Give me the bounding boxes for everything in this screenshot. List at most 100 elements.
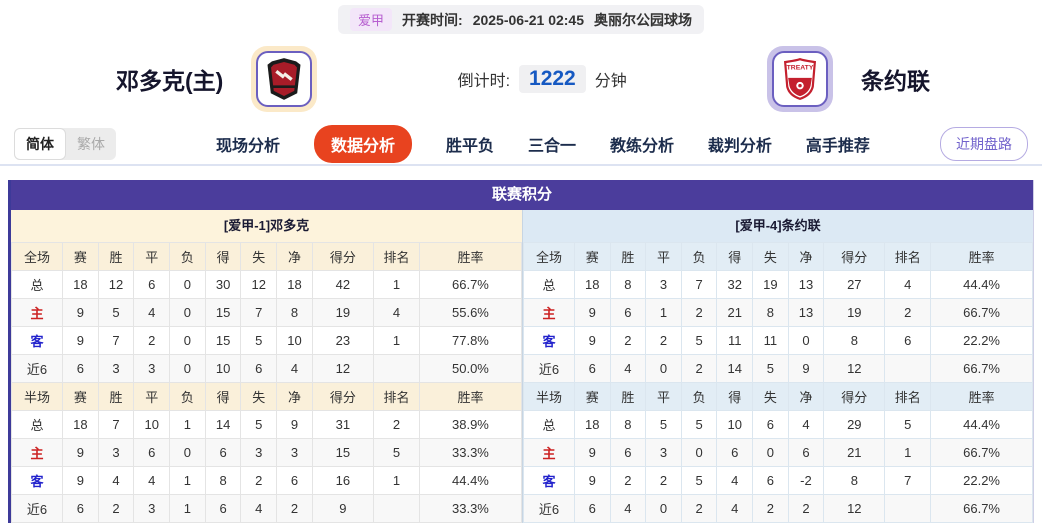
stat-cell: 3	[133, 494, 171, 523]
stat-cell: 2	[680, 494, 718, 523]
stat-cell: 18	[573, 410, 611, 439]
column-header: 得分	[823, 242, 886, 271]
lang-simplified-button[interactable]: 简体	[14, 128, 66, 160]
column-header: 得	[204, 382, 242, 411]
stat-cell: 12	[823, 354, 886, 383]
dundalk-crest-icon	[267, 58, 301, 100]
table-row: 客 9 7 2 0 15 5 10 23 1 77.8%	[11, 326, 523, 355]
stat-cell: 0	[169, 354, 206, 383]
column-header: 排名	[884, 382, 932, 411]
tab-expert-picks[interactable]: 高手推荐	[805, 138, 870, 155]
stat-cell: 29	[823, 410, 886, 439]
table-row: 总 18 8 3 7 32 19 13 27 4 44.4%	[523, 270, 1033, 299]
stat-cell: 4	[133, 298, 171, 327]
stat-cell: 9	[62, 326, 99, 355]
league-tag[interactable]: 爱甲	[350, 8, 393, 31]
stat-cell: 3	[645, 270, 682, 299]
column-header: 得分	[823, 382, 886, 411]
stat-cell: 5	[373, 438, 420, 467]
stat-cell: 31	[311, 410, 375, 439]
stat-cell: 7	[240, 298, 278, 327]
stat-cell: 11	[752, 326, 789, 355]
lang-traditional-button[interactable]: 繁体	[77, 136, 105, 152]
column-header: 全场	[11, 242, 63, 271]
column-header: 负	[680, 382, 718, 411]
stat-cell: 66.7%	[930, 298, 1033, 327]
away-team-name: 条约联	[860, 68, 930, 94]
stat-cell: 6	[573, 494, 611, 523]
column-header: 赛	[62, 382, 99, 411]
countdown-value: 1222	[519, 65, 586, 93]
stat-cell: 15	[311, 438, 375, 467]
stat-cell: 2	[276, 494, 313, 523]
stat-cell: 6	[133, 438, 171, 467]
stat-cell: 10	[716, 410, 754, 439]
stat-cell: 19	[752, 270, 789, 299]
stat-cell: 5	[680, 326, 718, 355]
stat-cell: 5	[240, 410, 278, 439]
home-team-crest-icon[interactable]	[251, 46, 318, 112]
stat-cell: 9	[573, 438, 611, 467]
tab-referee-analysis[interactable]: 裁判分析	[707, 138, 772, 155]
row-label: 总	[523, 410, 575, 439]
tab-win-draw-lose[interactable]: 胜平负	[445, 138, 494, 155]
stat-cell: 13	[787, 298, 825, 327]
tab-live-analysis[interactable]: 现场分析	[216, 138, 281, 155]
stat-cell: 0	[787, 326, 825, 355]
column-header: 胜率	[418, 382, 523, 411]
stat-cell: 6	[276, 466, 313, 495]
stat-cell: 8	[609, 410, 647, 439]
row-label: 近6	[523, 354, 575, 383]
stat-cell: 2	[645, 326, 682, 355]
tab-data-analysis[interactable]: 数据分析	[313, 125, 412, 163]
column-header: 胜	[97, 242, 135, 271]
stat-cell: 10	[276, 326, 313, 355]
stat-cell: 9	[573, 466, 611, 495]
tab-three-in-one[interactable]: 三合一	[527, 138, 576, 155]
column-header: 失	[240, 242, 278, 271]
row-label: 近6	[11, 494, 63, 523]
recent-trend-button[interactable]: 近期盘路	[940, 127, 1028, 161]
stat-cell: 5	[680, 410, 718, 439]
nav-bar: 简体 繁体 现场分析 数据分析 胜平负 三合一 教练分析 裁判分析 高手推荐 近…	[0, 124, 1042, 166]
stat-cell: 4	[133, 466, 171, 495]
stat-cell: 0	[169, 298, 206, 327]
stat-cell: 9	[62, 466, 99, 495]
home-league-table: [爱甲-1]邓多克 全场赛胜平负得失净得分 排名 胜率总 18 12 6 0 30 12 18 42…	[11, 210, 523, 523]
tab-coach-analysis[interactable]: 教练分析	[609, 138, 674, 155]
column-header: 胜	[97, 382, 135, 411]
column-header: 赛	[573, 382, 611, 411]
stat-cell: 9	[62, 438, 99, 467]
stat-cell: 50.0%	[418, 354, 523, 383]
stat-cell: 9	[573, 326, 611, 355]
table-row: 主 9 5 4 0 15 7 8 19 4 55.6%	[11, 298, 523, 327]
away-team-crest-icon[interactable]: TREATY	[766, 46, 833, 112]
stat-cell: 8	[752, 298, 789, 327]
stat-cell: 0	[645, 494, 682, 523]
stat-cell: 6	[573, 354, 611, 383]
column-header: 得	[716, 382, 754, 411]
stat-cell: 6	[204, 494, 242, 523]
stat-cell: 14	[716, 354, 754, 383]
stat-cell: 1	[169, 410, 206, 439]
column-header: 胜率	[930, 382, 1033, 411]
stat-cell: 23	[311, 326, 375, 355]
stat-cell: 2	[609, 326, 647, 355]
stat-cell: 19	[823, 298, 886, 327]
stat-cell: 1	[373, 326, 420, 355]
card-title: 联赛积分	[11, 180, 1033, 210]
table-row: 总 18 8 5 5 10 6 4 29 5 44.4%	[523, 410, 1033, 439]
stat-cell: 8	[276, 298, 313, 327]
table-row: 近6 6 3 3 0 10 6 4 12 50.0%	[11, 354, 523, 383]
stat-cell: 1	[169, 494, 206, 523]
stat-cell: 3	[276, 438, 313, 467]
stat-cell: 44.4%	[418, 466, 523, 495]
stat-cell: 0	[169, 326, 206, 355]
stat-cell: 7	[97, 410, 135, 439]
column-header: 失	[752, 382, 789, 411]
stat-cell: 15	[204, 326, 242, 355]
column-header: 得分	[311, 382, 375, 411]
stat-cell: 0	[645, 354, 682, 383]
stat-cell: 7	[97, 326, 135, 355]
table-row: 总 18 12 6 0 30 12 18 42 1 66.7%	[11, 270, 523, 299]
